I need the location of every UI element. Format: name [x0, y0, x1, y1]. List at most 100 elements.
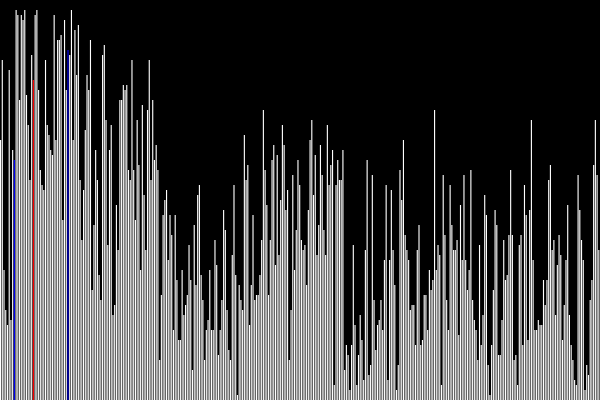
bar: [300, 240, 302, 400]
bar: [325, 255, 327, 400]
bar: [27, 125, 29, 400]
bar: [268, 295, 270, 400]
bar: [266, 205, 268, 400]
bar: [534, 330, 536, 400]
bar: [112, 315, 114, 400]
bar: [302, 250, 304, 400]
bar: [411, 305, 413, 400]
bar: [525, 215, 527, 400]
bar: [221, 300, 223, 400]
bar: [331, 150, 334, 400]
bar: [402, 140, 404, 400]
bar: [444, 235, 446, 400]
bar: [504, 280, 507, 400]
bar: [242, 310, 244, 400]
bar: [364, 250, 366, 400]
bar: [121, 100, 123, 400]
bar: [496, 225, 498, 400]
bar: [36, 10, 38, 400]
bar: [316, 255, 318, 400]
bar: [568, 315, 570, 400]
bar: [375, 350, 377, 400]
bar: [261, 240, 263, 400]
bar: [43, 190, 45, 400]
bar: [46, 125, 48, 400]
bar: [55, 140, 57, 400]
bar: [77, 25, 79, 400]
bar: [399, 170, 401, 400]
bar: [262, 110, 264, 400]
bar: [233, 185, 235, 400]
bar: [401, 200, 403, 400]
bar: [370, 365, 372, 400]
bar: [127, 170, 130, 400]
bar: [530, 120, 532, 400]
bar: [248, 325, 251, 400]
bar: [183, 315, 185, 400]
bar: [10, 320, 12, 400]
bar: [247, 165, 249, 400]
bar: [318, 225, 320, 400]
bar: [558, 235, 560, 400]
bar: [164, 200, 166, 400]
bar: [520, 235, 522, 400]
bar: [133, 170, 135, 400]
bar: [48, 135, 50, 400]
bar: [255, 295, 258, 400]
bar: [228, 350, 230, 400]
bar: [385, 185, 387, 400]
bar: [432, 280, 434, 400]
bar: [273, 145, 275, 400]
bar: [89, 40, 92, 400]
bar: [86, 75, 88, 400]
bar: [541, 325, 543, 400]
bar: [342, 150, 344, 400]
bar: [487, 365, 489, 400]
bar: [518, 245, 520, 400]
bar: [84, 130, 86, 400]
bar: [506, 275, 508, 400]
bar: [172, 330, 175, 400]
bar: [453, 250, 455, 400]
bar: [480, 345, 482, 400]
bar: [321, 175, 323, 400]
bar: [373, 300, 375, 400]
bar: [423, 295, 425, 400]
bar: [205, 330, 207, 400]
bar: [117, 250, 119, 400]
bar: [416, 250, 418, 400]
bar: [406, 250, 408, 400]
bar: [408, 260, 410, 400]
bar: [103, 45, 105, 400]
bar: [544, 305, 546, 400]
bar: [439, 255, 441, 400]
bar: [257, 295, 259, 400]
bar: [392, 250, 394, 400]
bar: [271, 160, 273, 400]
bar: [96, 180, 98, 400]
bar: [250, 285, 252, 400]
bar: [363, 380, 365, 400]
bar: [338, 180, 341, 400]
bar: [38, 90, 40, 400]
bar: [269, 240, 271, 400]
bar: [511, 235, 513, 400]
bar: [335, 185, 337, 400]
bar: [231, 255, 233, 400]
bar: [368, 375, 370, 400]
bar: [51, 155, 53, 400]
bar: [570, 345, 572, 400]
bar: [5, 310, 7, 400]
bar: [345, 345, 347, 400]
bar: [17, 15, 19, 400]
bar: [245, 180, 247, 400]
bar: [572, 360, 574, 400]
bar: [197, 195, 199, 400]
bar: [306, 285, 308, 400]
bar: [314, 155, 316, 400]
bar: [361, 340, 363, 400]
bar: [565, 260, 567, 400]
bar: [532, 260, 534, 400]
bar: [12, 150, 14, 400]
bar: [288, 360, 290, 400]
